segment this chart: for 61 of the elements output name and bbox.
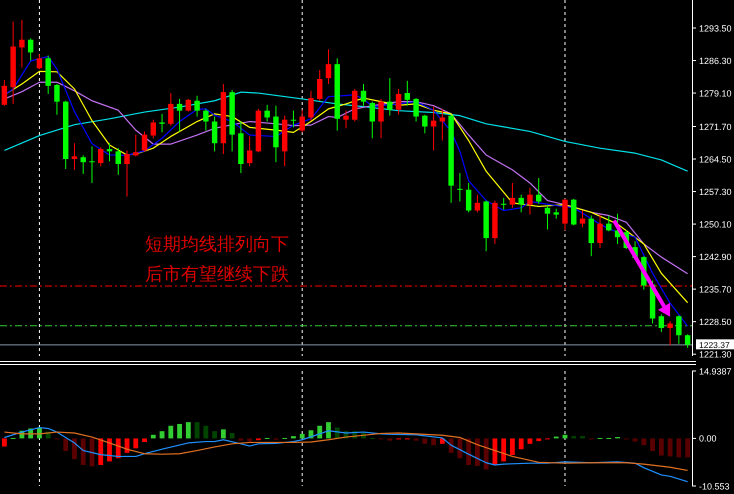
bar bbox=[177, 424, 182, 438]
bar bbox=[220, 429, 226, 438]
y-tick-label: 1264.50 bbox=[699, 154, 732, 164]
bar bbox=[457, 438, 462, 458]
annotation: 短期均线排列向下 bbox=[145, 234, 289, 255]
y-tick-label: 1257.30 bbox=[699, 186, 732, 197]
line-series bbox=[4, 92, 688, 172]
y-tick-label: 0.00 bbox=[699, 434, 717, 444]
bar bbox=[676, 438, 682, 458]
bar bbox=[247, 438, 252, 442]
y-tick-label: 1235.70 bbox=[699, 284, 732, 294]
bar bbox=[150, 434, 156, 438]
bar bbox=[414, 438, 418, 441]
line-series bbox=[4, 431, 688, 472]
bar bbox=[650, 438, 655, 452]
bar bbox=[528, 438, 532, 444]
bar bbox=[212, 431, 218, 438]
bar bbox=[160, 431, 164, 438]
bar bbox=[466, 438, 472, 466]
bar bbox=[203, 426, 208, 438]
bar bbox=[230, 432, 235, 438]
bar bbox=[474, 438, 480, 466]
bar bbox=[632, 438, 638, 442]
bar bbox=[133, 438, 138, 448]
bar bbox=[142, 438, 147, 442]
annotation: 后市有望继续下跌 bbox=[145, 264, 289, 285]
bar bbox=[2, 438, 7, 447]
bar bbox=[326, 422, 331, 438]
y-tick-label: 1228.50 bbox=[699, 316, 732, 327]
bar bbox=[238, 438, 244, 441]
bar bbox=[492, 438, 498, 466]
bar bbox=[72, 438, 77, 460]
y-tick-label: -10.553 bbox=[699, 481, 730, 492]
bar bbox=[194, 422, 200, 438]
y-tick-label: 1242.90 bbox=[699, 252, 732, 262]
bar bbox=[518, 438, 524, 450]
y-tick-label: 1221.30 bbox=[699, 349, 732, 360]
ref-line-label: 1223.37 bbox=[699, 340, 730, 350]
bar bbox=[448, 438, 454, 453]
bar bbox=[641, 438, 646, 446]
y-tick-label: 1271.70 bbox=[699, 122, 732, 132]
y-tick-label: 1286.30 bbox=[699, 56, 732, 66]
bar bbox=[685, 438, 690, 458]
bar bbox=[422, 438, 428, 444]
y-tick-label: 14.9387 bbox=[699, 366, 732, 376]
bar bbox=[90, 438, 94, 466]
y-tick-label: 1250.10 bbox=[699, 219, 732, 230]
bar bbox=[300, 434, 305, 438]
line-series bbox=[4, 426, 688, 482]
bar bbox=[63, 438, 68, 452]
bar bbox=[510, 438, 515, 456]
bar bbox=[668, 438, 673, 456]
bar bbox=[658, 438, 664, 456]
bar bbox=[124, 438, 130, 453]
y-tick-label: 1279.10 bbox=[699, 88, 732, 98]
bar bbox=[431, 438, 436, 446]
bar bbox=[562, 434, 568, 438]
y-tick-label: 1293.50 bbox=[699, 23, 732, 34]
bar bbox=[168, 426, 174, 438]
bar bbox=[186, 422, 191, 438]
bar bbox=[484, 438, 489, 470]
